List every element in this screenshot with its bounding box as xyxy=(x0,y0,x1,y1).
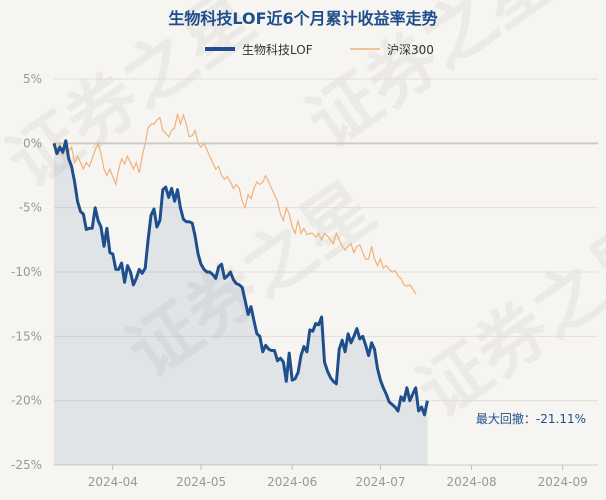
y-tick-label: 0% xyxy=(23,136,42,150)
fund-area-fill xyxy=(54,140,428,466)
watermark-text: 证券之星 xyxy=(403,206,606,434)
y-axis-ticks: 5% 0% -5% -10% -15% -20% -25% xyxy=(11,72,42,472)
legend: 生物科技LOF 沪深300 xyxy=(205,43,434,57)
x-tick-label: 2024-05 xyxy=(176,475,226,489)
y-tick-label: -25% xyxy=(11,458,42,472)
watermark-text: 证券之星 xyxy=(0,0,269,204)
y-tick-label: -10% xyxy=(11,265,42,279)
x-tick-label: 2024-08 xyxy=(446,475,496,489)
x-tick-label: 2024-04 xyxy=(88,475,138,489)
legend-label-fund: 生物科技LOF xyxy=(242,43,313,57)
plot-area xyxy=(52,113,429,466)
x-tick-label: 2024-09 xyxy=(538,475,588,489)
y-tick-label: -20% xyxy=(11,394,42,408)
legend-label-hs300: 沪深300 xyxy=(387,43,434,57)
y-tick-label: -5% xyxy=(19,201,42,215)
series-line-hs300 xyxy=(53,113,417,295)
series-line-fund xyxy=(52,139,429,417)
x-axis-ticks: 2024-04 2024-05 2024-06 2024-07 2024-08 2024-… xyxy=(54,464,598,489)
x-tick-label: 2024-07 xyxy=(355,475,405,489)
y-tick-label: -15% xyxy=(11,329,42,343)
chart-title: 生物科技LOF近6个月累计收益率走势 xyxy=(168,9,437,28)
max-drawdown-label: 最大回撤：-21.11% xyxy=(476,411,586,426)
x-tick-label: 2024-06 xyxy=(267,475,317,489)
y-tick-label: 5% xyxy=(23,72,42,86)
